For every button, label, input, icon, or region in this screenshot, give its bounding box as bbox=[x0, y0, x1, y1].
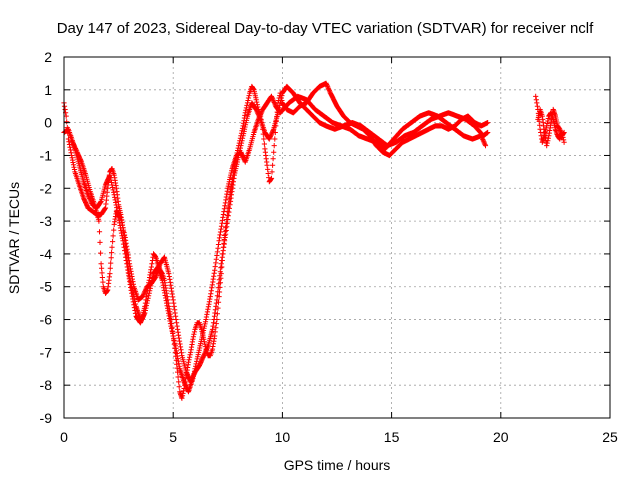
data-points bbox=[61, 80, 567, 401]
data-point-marks bbox=[68, 93, 489, 395]
y-tick-labels: -9 -8 -7 -6 -5 -4 -3 -2 -1 0 1 2 bbox=[40, 49, 53, 426]
y-tick-label: 0 bbox=[44, 115, 52, 131]
y-tick-label: 1 bbox=[44, 82, 52, 98]
y-tick-label: -6 bbox=[40, 312, 53, 328]
x-axis-label: GPS time / hours bbox=[284, 457, 391, 473]
y-axis-label: SDTVAR / TECUs bbox=[6, 182, 22, 294]
y-tick-label: -2 bbox=[40, 180, 53, 196]
x-tick-label: 10 bbox=[275, 429, 291, 445]
chart-title: Day 147 of 2023, Sidereal Day-to-day VTE… bbox=[57, 20, 594, 37]
x-tick-label: 5 bbox=[169, 429, 177, 445]
y-tick-label: -7 bbox=[40, 344, 53, 360]
x-tick-label: 0 bbox=[60, 429, 68, 445]
x-tick-label: 25 bbox=[602, 429, 618, 445]
x-tick-labels: 0 5 10 15 20 25 bbox=[60, 429, 618, 445]
y-tick-label: -8 bbox=[40, 377, 53, 393]
axis-ticks bbox=[63, 56, 611, 419]
y-tick-label: 2 bbox=[44, 49, 52, 65]
y-tick-label: -3 bbox=[40, 213, 53, 229]
y-tick-label: -1 bbox=[40, 147, 53, 163]
y-tick-label: -5 bbox=[40, 279, 53, 295]
y-tick-label: -4 bbox=[40, 246, 53, 262]
y-tick-label: -9 bbox=[40, 410, 53, 426]
data-point-marks bbox=[535, 106, 567, 149]
grid-lines bbox=[64, 57, 610, 418]
x-tick-label: 15 bbox=[384, 429, 400, 445]
plot-frame bbox=[63, 56, 611, 419]
x-tick-label: 20 bbox=[493, 429, 509, 445]
